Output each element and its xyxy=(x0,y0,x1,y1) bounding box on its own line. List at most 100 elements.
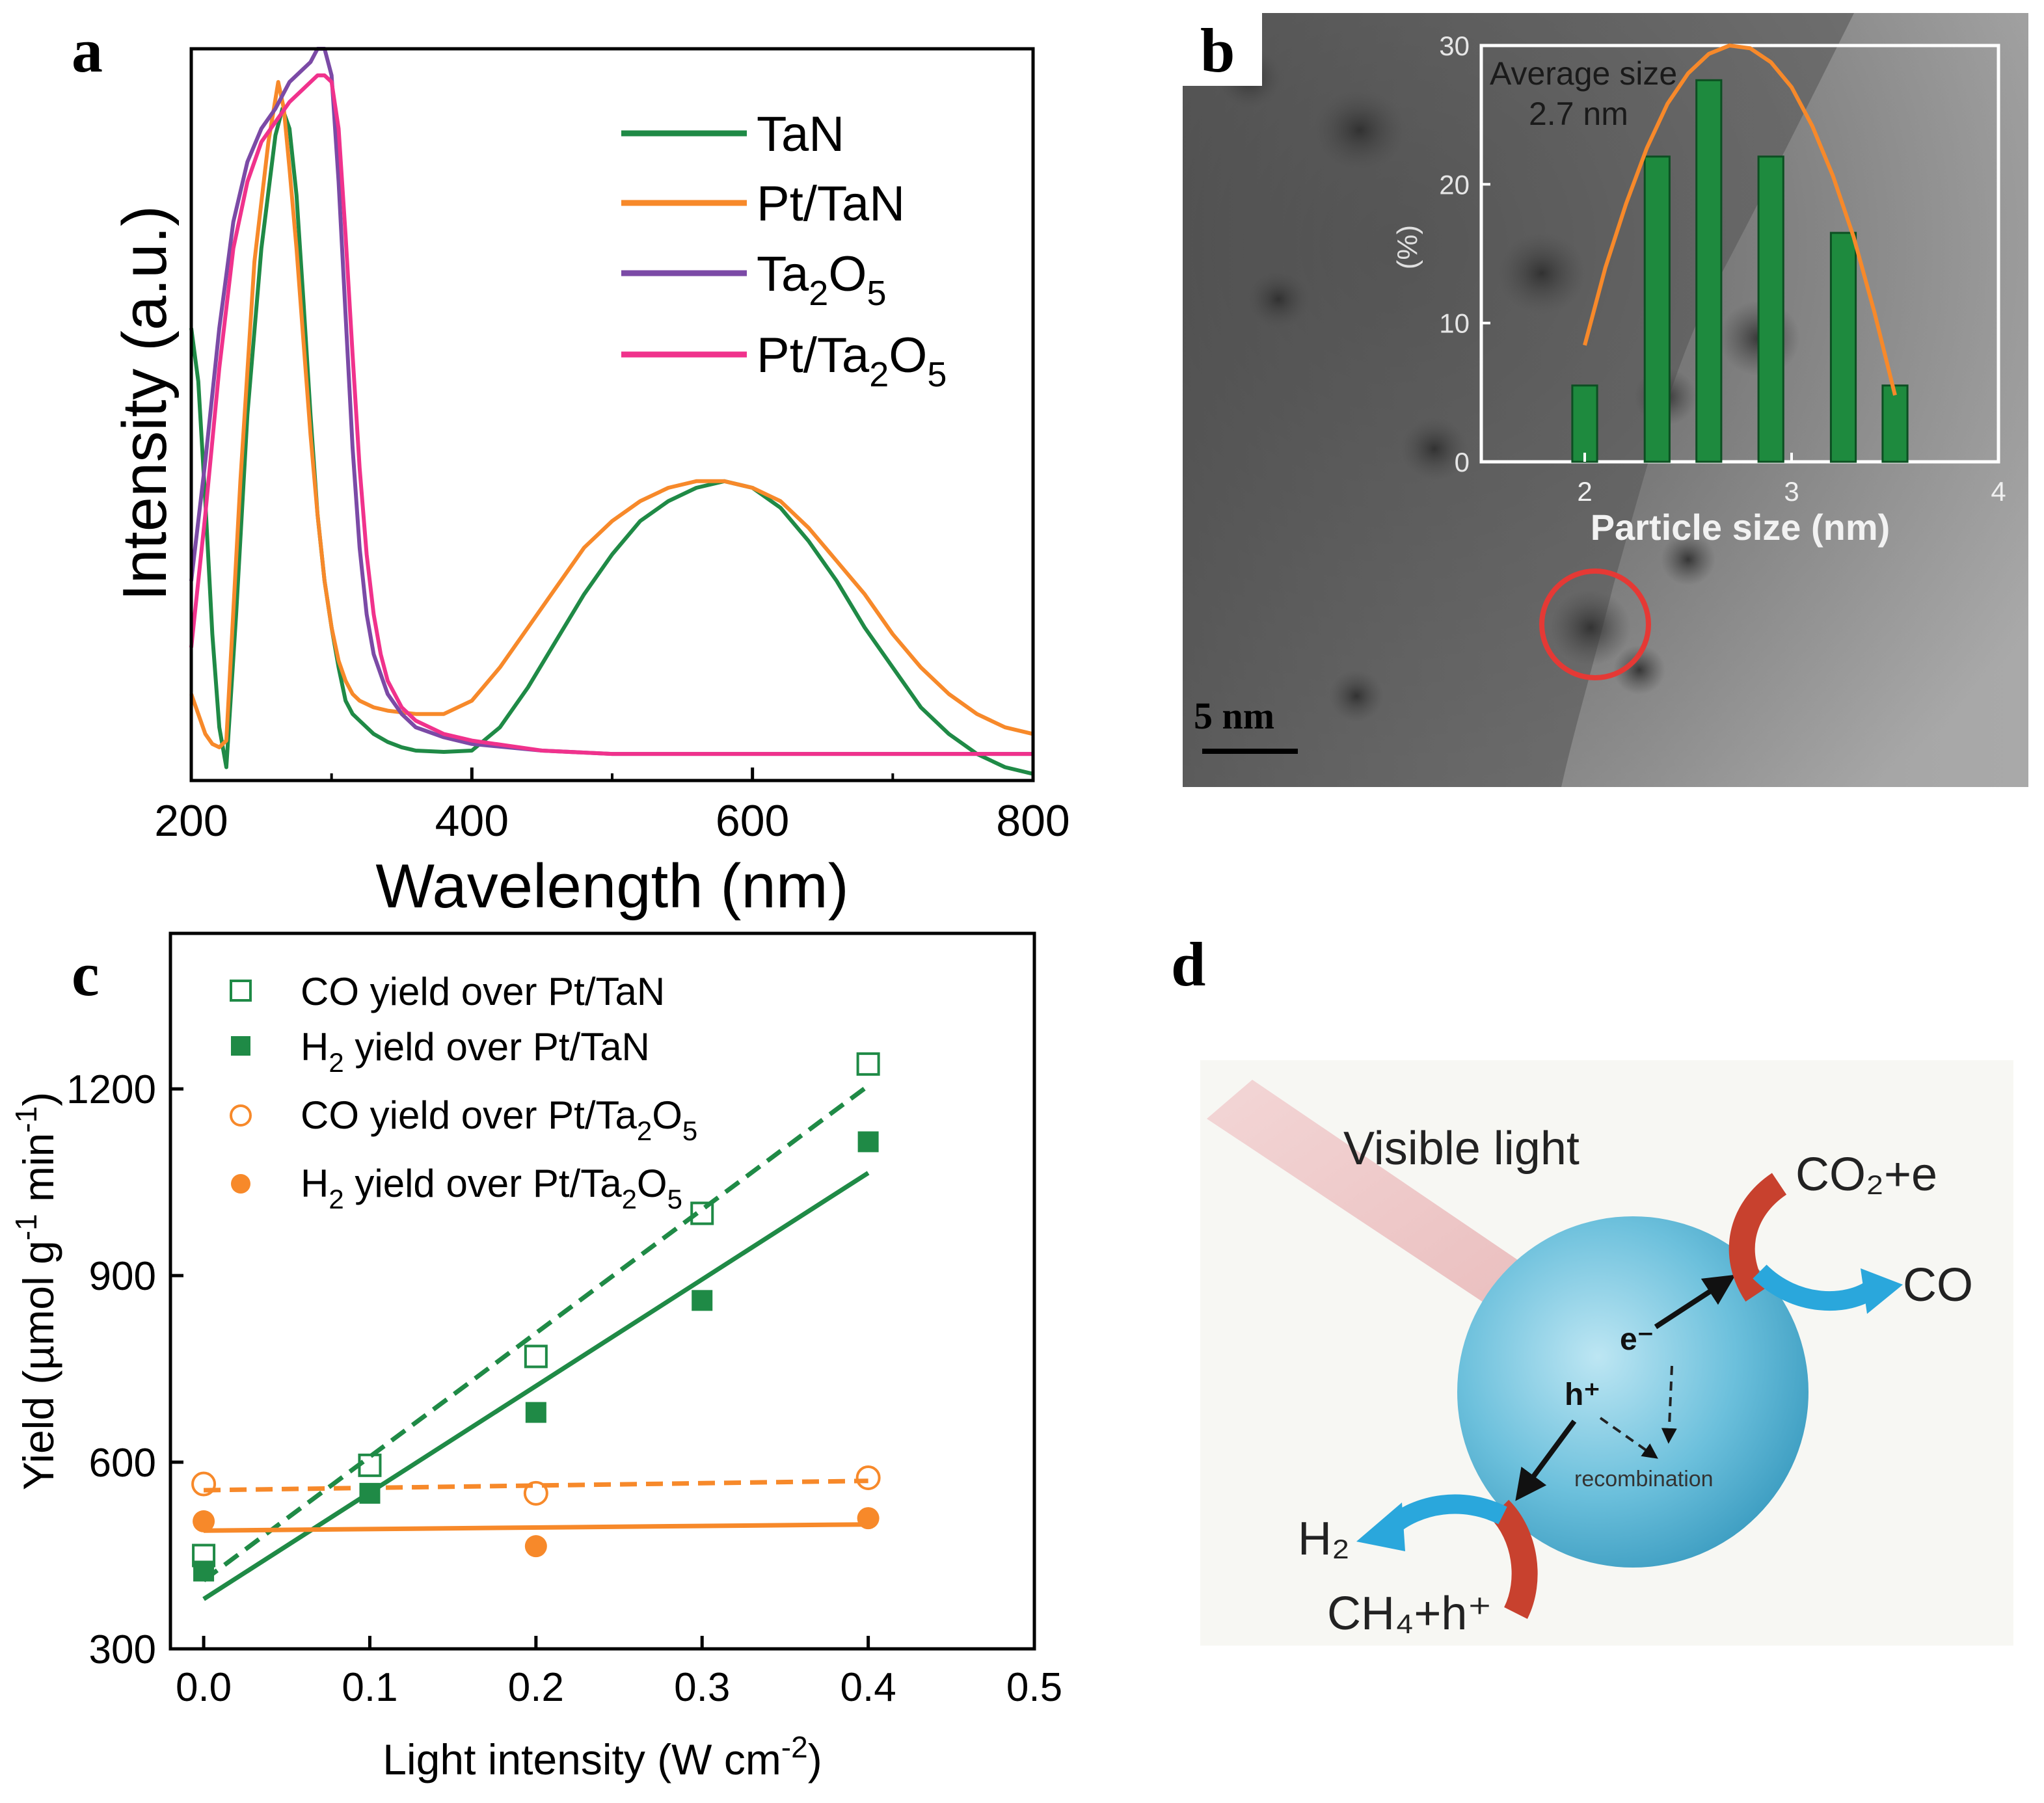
panel-c-ylabel-sup1: -1 xyxy=(9,1214,43,1240)
legend-pt-ta2o5-main: Pt/Ta xyxy=(757,328,870,383)
data-point xyxy=(692,1290,713,1311)
panel-c-fit-lines xyxy=(202,1084,870,1601)
inset-xlabel: Particle size (nm) xyxy=(1591,507,1890,548)
panel-b: b 5 nm 2 3 4 0 10 20 30 Average size 2.7 nm (%… xyxy=(1183,13,2028,787)
legend-ta2o5-mid: O xyxy=(828,247,867,302)
nanoparticle xyxy=(1314,90,1405,170)
legend-label-ta2o5: Ta2O5 xyxy=(757,247,887,313)
x-tick-label: 400 xyxy=(435,796,509,846)
data-point xyxy=(525,1402,546,1423)
inset-y-tick-label: 0 xyxy=(1455,447,1470,477)
highlighted-particle-circle xyxy=(1539,568,1651,680)
inset-ylabel: (%) xyxy=(1392,225,1423,269)
legend-co-pt-ta2o5-sub2: 5 xyxy=(682,1115,697,1146)
panel-a-ylabel: Intensity (a.u.) xyxy=(110,206,180,601)
fit-line-2 xyxy=(204,1478,868,1493)
ch4-oxidation-arc xyxy=(1490,1499,1538,1619)
data-point xyxy=(857,1131,879,1153)
x-tick-label: 0.5 xyxy=(1006,1665,1062,1710)
legend-label-co-pt-ta2o5: CO yield over Pt/Ta2O5 xyxy=(301,1093,697,1146)
data-point xyxy=(857,1507,880,1530)
x-tick-label: 0.0 xyxy=(176,1665,232,1710)
data-point xyxy=(855,1465,881,1490)
h2-arrowhead xyxy=(1356,1502,1405,1551)
data-point xyxy=(690,1201,714,1225)
nanoparticle xyxy=(1329,670,1384,722)
series-line-0 xyxy=(189,107,1034,776)
fit-line-0 xyxy=(202,1084,870,1583)
panel-c-ylabel-end: ) xyxy=(14,1092,62,1106)
data-point xyxy=(193,1560,215,1582)
co-product-arrow xyxy=(1753,1264,1879,1311)
panel-a-axes-frame xyxy=(189,47,1035,782)
legend-marker-h2-pt-ta2o5 xyxy=(231,1174,250,1194)
legend-pt-ta2o5-mid: O xyxy=(889,328,927,383)
data-point xyxy=(523,1480,548,1506)
nanoparticle xyxy=(1550,590,1631,665)
panel-c-points xyxy=(191,1052,881,1582)
data-point xyxy=(524,1535,547,1558)
histogram-bar xyxy=(1881,384,1909,463)
legend-h2-pt-tan-pre: H xyxy=(301,1025,329,1069)
legend-ta2o5-main: Ta xyxy=(757,247,809,302)
data-point xyxy=(524,1344,548,1369)
data-point xyxy=(359,1482,381,1504)
data-point xyxy=(856,1052,880,1076)
ch4-h-label: CH₄+h⁺ xyxy=(1327,1588,1492,1640)
series-line-1 xyxy=(189,80,1034,749)
inset-annotation-line1: Average size xyxy=(1490,55,1677,92)
x-tick-label: 0.3 xyxy=(674,1665,730,1710)
legend-h2-pt-tan-post: yield over Pt/TaN xyxy=(344,1025,650,1069)
x-tick-label: 200 xyxy=(154,796,228,846)
panel-a: a 200 400 600 800 Wavelength (nm) Intensity… xyxy=(72,16,1070,921)
panel-d: d Visible light e⁻ h⁺ recombination CO₂+… xyxy=(1171,929,2013,1646)
legend-marker-co-pt-tan xyxy=(230,980,252,1002)
panel-c-legend: CO yield over Pt/TaN H2 yield over Pt/Ta… xyxy=(230,970,697,1214)
legend-ta2o5-sub1: 2 xyxy=(809,274,828,313)
legend-marker-co-pt-ta2o5 xyxy=(230,1104,252,1127)
legend-label-h2-pt-tan: H2 yield over Pt/TaN xyxy=(301,1025,650,1078)
nanoparticle xyxy=(1401,418,1468,480)
co-arrowhead xyxy=(1861,1268,1903,1314)
inset-bars xyxy=(1571,79,1909,463)
panel-c-ylabel-main: Yield (µmol g xyxy=(14,1240,62,1490)
panel-c-ticks: 0.0 0.1 0.2 0.3 0.4 0.5 300 600 900 1200 xyxy=(66,1067,1062,1710)
legend-h2-pt-ta2o5-subb: 2 xyxy=(622,1184,637,1214)
histogram-bar xyxy=(1757,155,1784,463)
inset-histogram: 2 3 4 0 10 20 30 Average size 2.7 nm (%) Parti… xyxy=(1392,31,2006,548)
x-tick-label: 0.1 xyxy=(342,1665,397,1710)
nanoparticle xyxy=(1661,533,1715,585)
legend-label-h2-pt-ta2o5: H2 yield over Pt/Ta2O5 xyxy=(301,1162,682,1214)
legend-label-pt-ta2o5: Pt/Ta2O5 xyxy=(757,328,947,394)
legend-label-pt-tan: Pt/TaN xyxy=(757,176,905,232)
inset-y-tick-label: 30 xyxy=(1439,31,1470,61)
data-point xyxy=(358,1453,382,1477)
legend-marker-h2-pt-tan xyxy=(231,1036,250,1056)
histogram-bar xyxy=(1829,232,1857,463)
panel-b-label: b xyxy=(1200,16,1235,85)
inset-fit-curve xyxy=(1583,43,1897,396)
hole-label: h⁺ xyxy=(1565,1378,1600,1412)
electron-label: e⁻ xyxy=(1620,1322,1654,1357)
legend-pt-ta2o5-sub1: 2 xyxy=(869,355,889,394)
histogram-bar xyxy=(1571,384,1598,463)
fit-line-3 xyxy=(204,1522,868,1533)
panel-b-label-box xyxy=(1183,13,1262,86)
y-tick-label: 900 xyxy=(89,1254,156,1299)
panel-c-xlabel: Light intensity (W cm-2) xyxy=(383,1730,822,1783)
y-tick-label: 1200 xyxy=(66,1067,156,1112)
panel-c-label: c xyxy=(72,939,100,1009)
inset-ticks: 2 3 4 0 10 20 30 xyxy=(1439,31,2006,507)
legend-ta2o5-sub2: 5 xyxy=(867,274,886,313)
inset-x-tick-label: 3 xyxy=(1784,476,1799,507)
legend-h2-pt-ta2o5-sub2: 5 xyxy=(667,1184,682,1214)
panel-c-xlabel-end: ) xyxy=(808,1735,822,1783)
legend-co-pt-ta2o5-sub: 2 xyxy=(637,1115,652,1146)
recombination-arrow-1 xyxy=(1599,1417,1658,1459)
legend-h2-pt-ta2o5-mid: O xyxy=(637,1162,667,1205)
histogram-bar xyxy=(1643,155,1671,463)
panel-a-label: a xyxy=(72,16,103,85)
co2-reduction-arc xyxy=(1728,1173,1787,1302)
data-point xyxy=(193,1510,215,1532)
